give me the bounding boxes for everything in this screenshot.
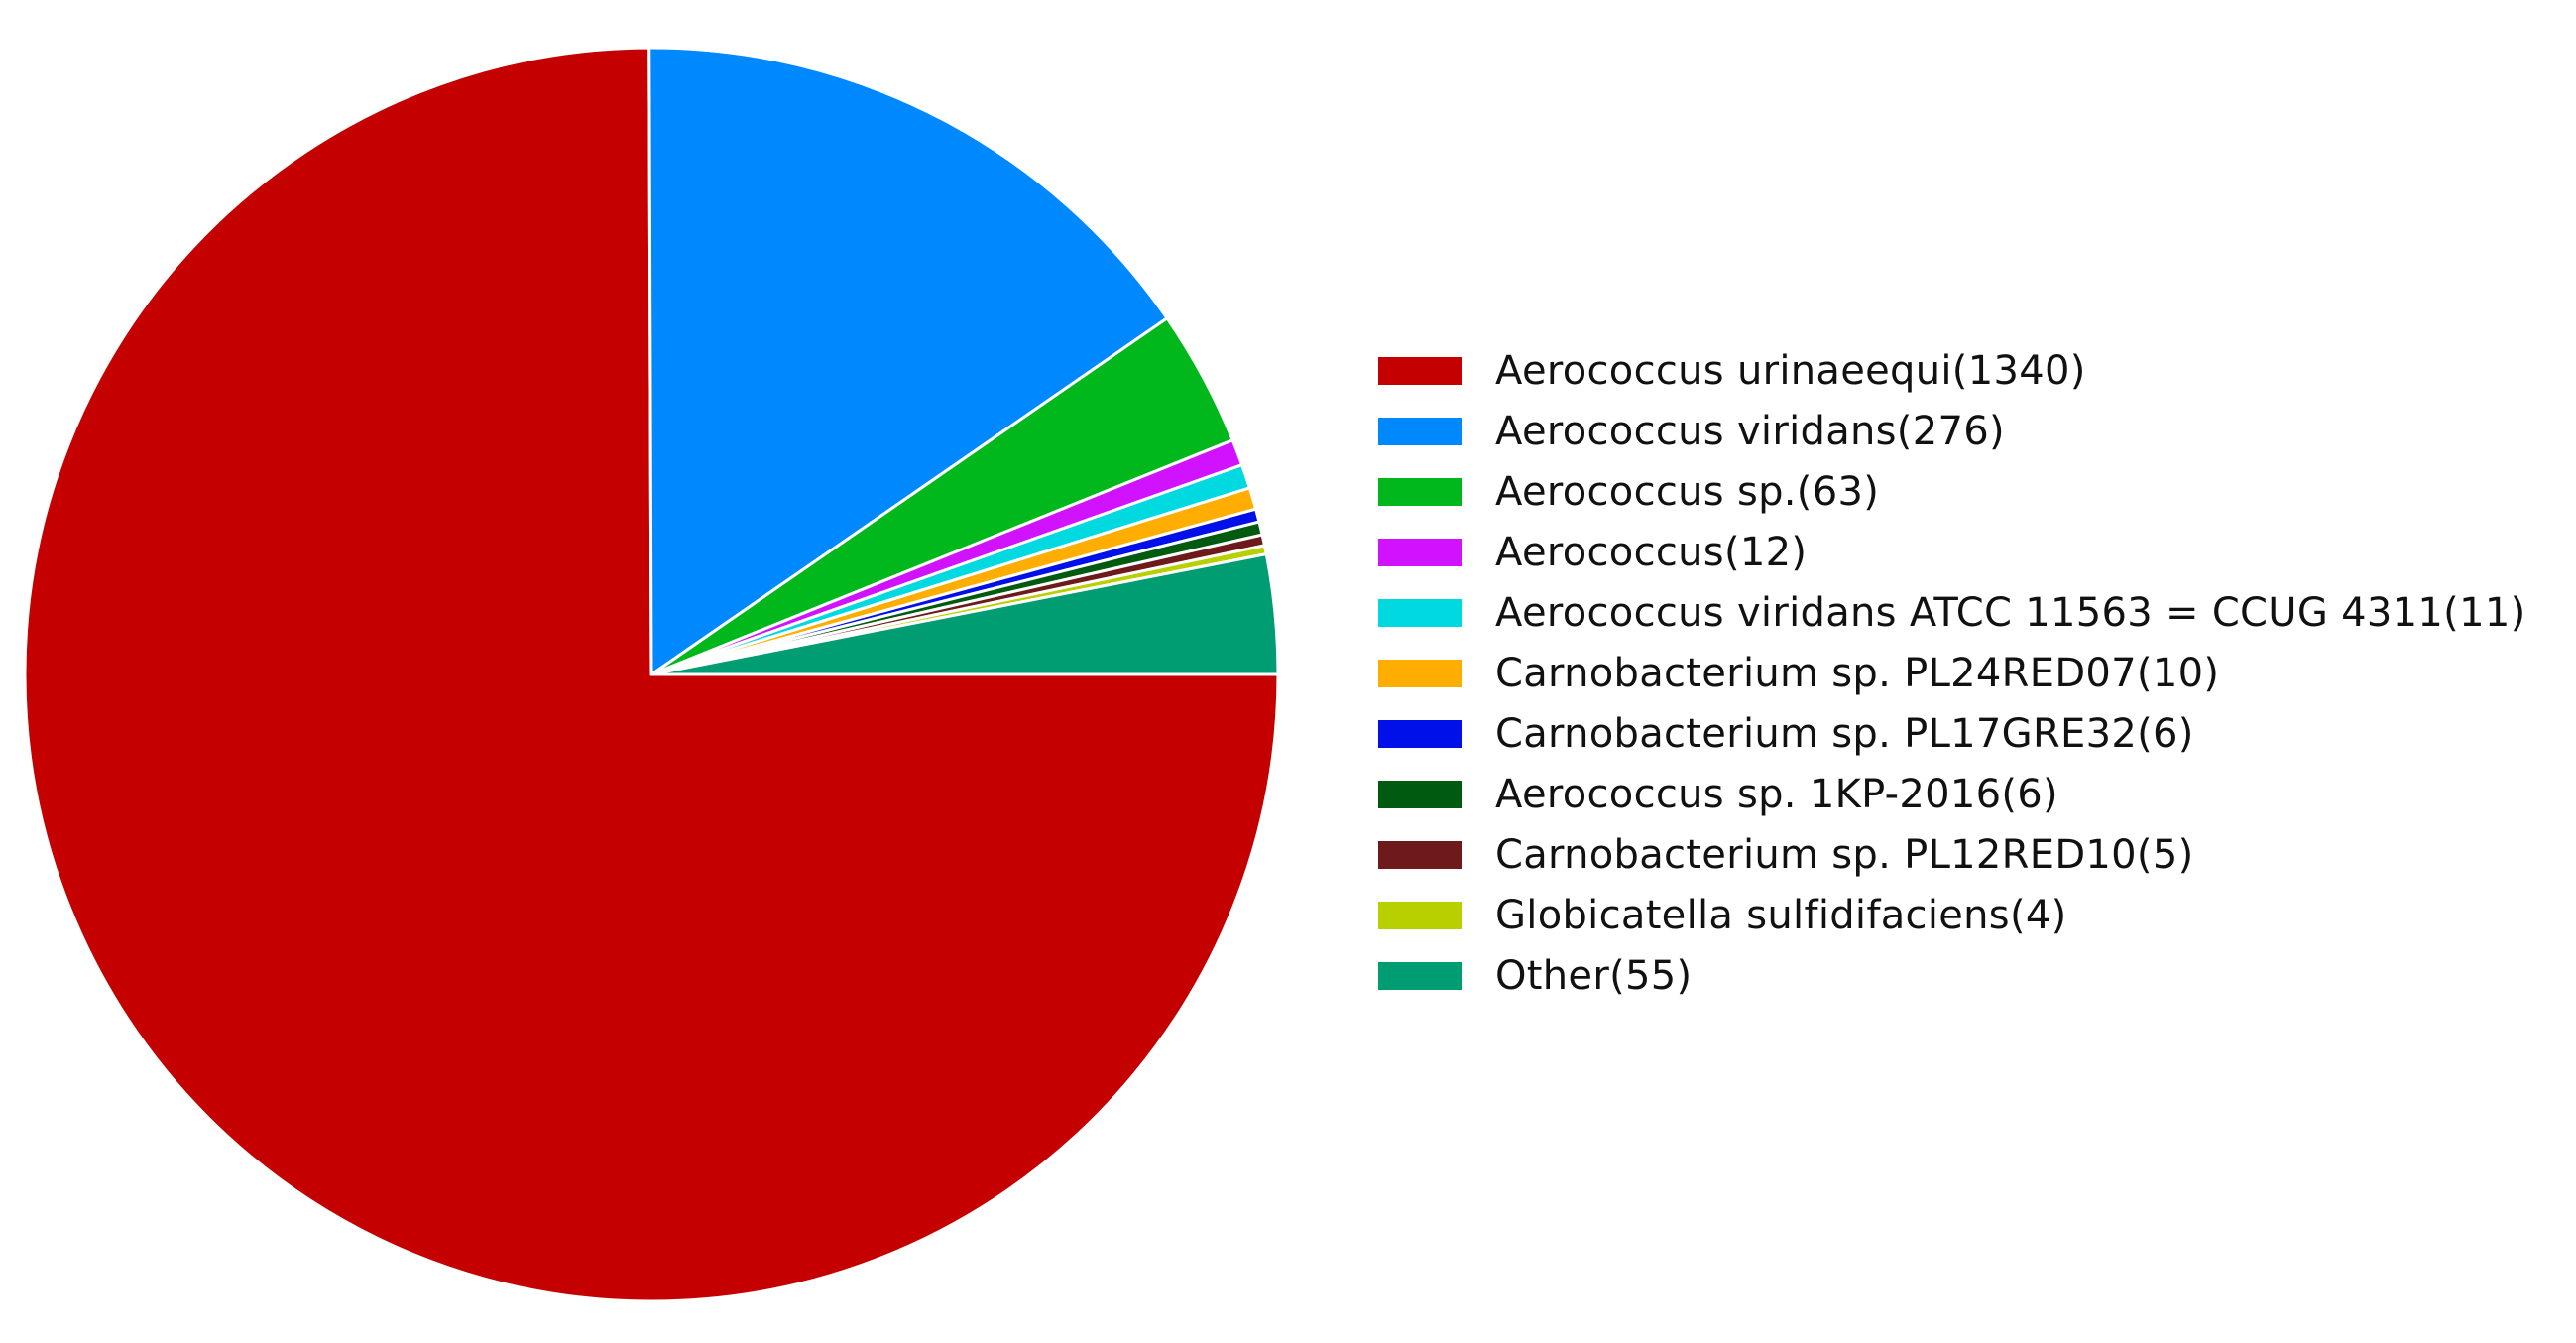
legend-item: Carnobacterium sp. PL24RED07(10) [1378,643,2568,703]
legend-label: Carnobacterium sp. PL24RED07(10) [1495,650,2220,696]
legend-label: Carnobacterium sp. PL17GRE32(6) [1495,710,2194,757]
legend-swatch [1378,961,1462,990]
legend-label: Aerococcus viridans(276) [1495,408,2005,454]
legend-item: Aerococcus sp. 1KP-2016(6) [1378,764,2568,824]
legend-item: Carnobacterium sp. PL17GRE32(6) [1378,703,2568,764]
pie-slice-2 [647,46,1169,676]
legend-swatch [1378,659,1462,687]
legend-swatch [1378,901,1462,929]
pie-slice-11 [649,552,1280,676]
legend-swatch [1378,417,1462,445]
legend-item: Other(55) [1378,945,2568,1006]
legend-item: Aerococcus viridans ATCC 11563 = CCUG 43… [1378,582,2568,643]
legend-item: Aerococcus viridans(276) [1378,401,2568,461]
legend-item: Aerococcus sp.(63) [1378,461,2568,522]
legend-label: Aerococcus sp.(63) [1495,468,1880,515]
legend-swatch [1378,780,1462,808]
legend-label: Globicatella sulfidifaciens(4) [1495,892,2067,938]
legend-swatch [1378,719,1462,748]
legend-item: Carnobacterium sp. PL12RED10(5) [1378,824,2568,885]
legend-item: Globicatella sulfidifaciens(4) [1378,885,2568,945]
legend-swatch [1378,356,1462,385]
legend-label: Aerococcus viridans ATCC 11563 = CCUG 43… [1495,589,2526,636]
legend-label: Aerococcus sp. 1KP-2016(6) [1495,771,2058,817]
legend-item: Aerococcus urinaeequi(1340) [1378,340,2568,401]
legend-swatch [1378,538,1462,566]
legend-label: Carnobacterium sp. PL12RED10(5) [1495,831,2194,878]
pie-slice-1 [23,46,1280,1303]
legend-label: Aerococcus(12) [1495,529,1808,575]
legend-label: Other(55) [1495,952,1693,999]
legend: Aerococcus urinaeequi(1340) Aerococcus vi… [1378,340,2568,1006]
legend-item: Aerococcus(12) [1378,522,2568,582]
legend-swatch [1378,598,1462,627]
legend-label: Aerococcus urinaeequi(1340) [1495,347,2086,394]
legend-swatch [1378,840,1462,869]
pie-slices [23,46,1280,1303]
legend-swatch [1378,477,1462,506]
